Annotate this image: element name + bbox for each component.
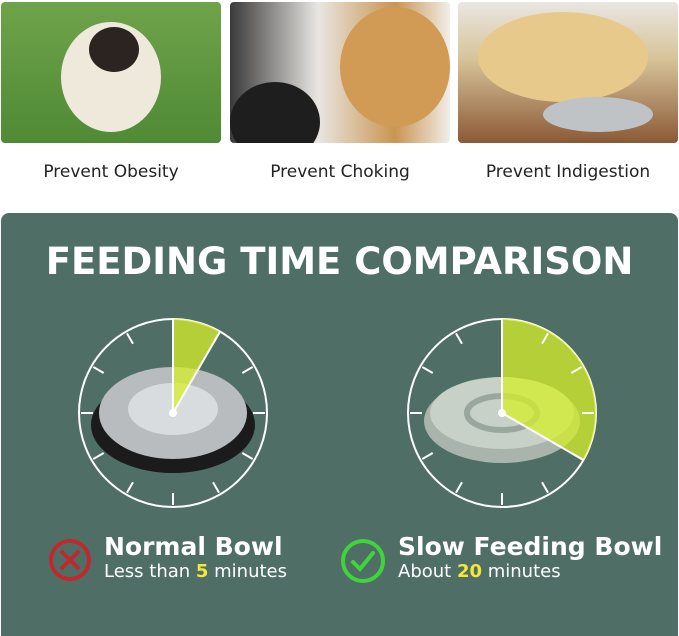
clock-tick — [421, 452, 434, 460]
slow-bowl-name: Slow Feeding Bowl — [398, 532, 663, 561]
clock-tick — [541, 332, 549, 345]
dog-bowl-photo — [458, 2, 678, 143]
normal-minutes: 5 — [195, 561, 209, 582]
clock-tick — [241, 452, 254, 460]
slow-bowl-clock — [407, 318, 597, 508]
comparison-title: FEEDING TIME COMPARISON — [45, 240, 634, 283]
time-wedge — [502, 319, 596, 460]
pug-photo — [1, 2, 221, 143]
clock-tick — [92, 366, 105, 374]
clock-center — [498, 409, 506, 417]
caption-choking: Prevent Choking — [270, 162, 410, 182]
caption-indigestion: Prevent Indigestion — [485, 162, 651, 182]
clock-tick — [126, 481, 134, 494]
check-circle-icon — [341, 539, 385, 583]
clock-tick — [541, 481, 549, 494]
clock-hand-end — [501, 412, 584, 461]
time-wedge — [173, 319, 220, 413]
clock-tick — [212, 481, 220, 494]
clock-tick — [570, 366, 583, 374]
clock-tick — [455, 481, 463, 494]
clock-tick — [92, 452, 105, 460]
slow-minutes: 20 — [456, 561, 483, 582]
clock-tick — [126, 332, 134, 345]
slow-bowl-label: Slow Feeding Bowl About 20 minutes — [398, 532, 662, 582]
caption-obesity: Prevent Obesity — [43, 162, 179, 182]
slow-suffix: minutes — [482, 561, 561, 582]
clock-tick — [241, 366, 254, 374]
slow-prefix: About — [398, 561, 457, 582]
clock-hand-end — [172, 331, 221, 414]
clock-center — [169, 409, 177, 417]
clock-tick — [421, 366, 434, 374]
normal-bowl-label: Normal Bowl Less than 5 minutes — [104, 532, 287, 582]
normal-bowl-clock — [78, 318, 268, 508]
normal-suffix: minutes — [208, 561, 288, 582]
normal-prefix: Less than — [104, 561, 196, 582]
dog-choking-photo — [230, 2, 450, 143]
normal-bowl-name: Normal Bowl — [104, 532, 283, 561]
x-circle-icon — [49, 539, 91, 581]
clock-tick — [455, 332, 463, 345]
